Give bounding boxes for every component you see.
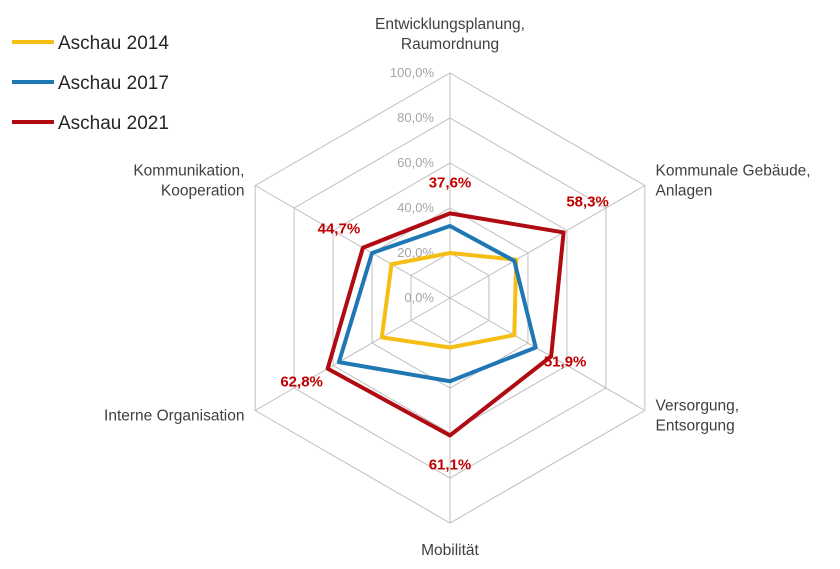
tick-labels: 0,0%20,0%40,0%60,0%80,0%100,0% [390,65,435,305]
tick-label: 40,0% [397,200,434,215]
legend-label: Aschau 2021 [58,113,169,134]
data-label: 37,6% [429,174,472,191]
axis-label: Interne Organisation [104,408,244,425]
series-line-3 [325,211,566,438]
axis-spoke-5 [254,185,451,299]
axis-labels: Entwicklungsplanung, Raumordnung Kommunale… [104,16,811,559]
series-line-1 [379,251,519,350]
axis-label: Versorgung, Entsorgung [656,398,740,435]
data-label: 58,3% [566,193,609,210]
grid [254,72,646,524]
axis-label: Mobilität [421,542,479,559]
data-labels: 37,6% 58,3% 51,9% 61,1% 62,8% 44,7% [280,174,609,473]
tick-label: 80,0% [397,110,434,125]
axis-spoke-1 [449,185,646,299]
data-label: 61,1% [429,456,472,473]
axis-spoke-4 [254,297,451,411]
tick-label: 0,0% [404,290,434,305]
data-label: 51,9% [544,353,587,370]
legend: Aschau 2014 Aschau 2017 Aschau 2021 [12,33,169,134]
axis-spoke-2 [449,297,646,411]
series-line-2 [336,224,538,384]
data-label: 62,8% [280,374,323,391]
axis-label: Kommunale Gebäude, Anlagen [656,163,811,200]
legend-label: Aschau 2017 [58,73,169,94]
data-label: 44,7% [318,221,361,238]
tick-label: 60,0% [397,155,434,170]
axis-label: Kommunikation, Kooperation [133,163,244,200]
axis-label: Entwicklungsplanung, Raumordnung [375,16,525,53]
legend-label: Aschau 2014 [58,33,169,54]
tick-label: 100,0% [390,65,435,80]
series-lines [325,211,566,438]
